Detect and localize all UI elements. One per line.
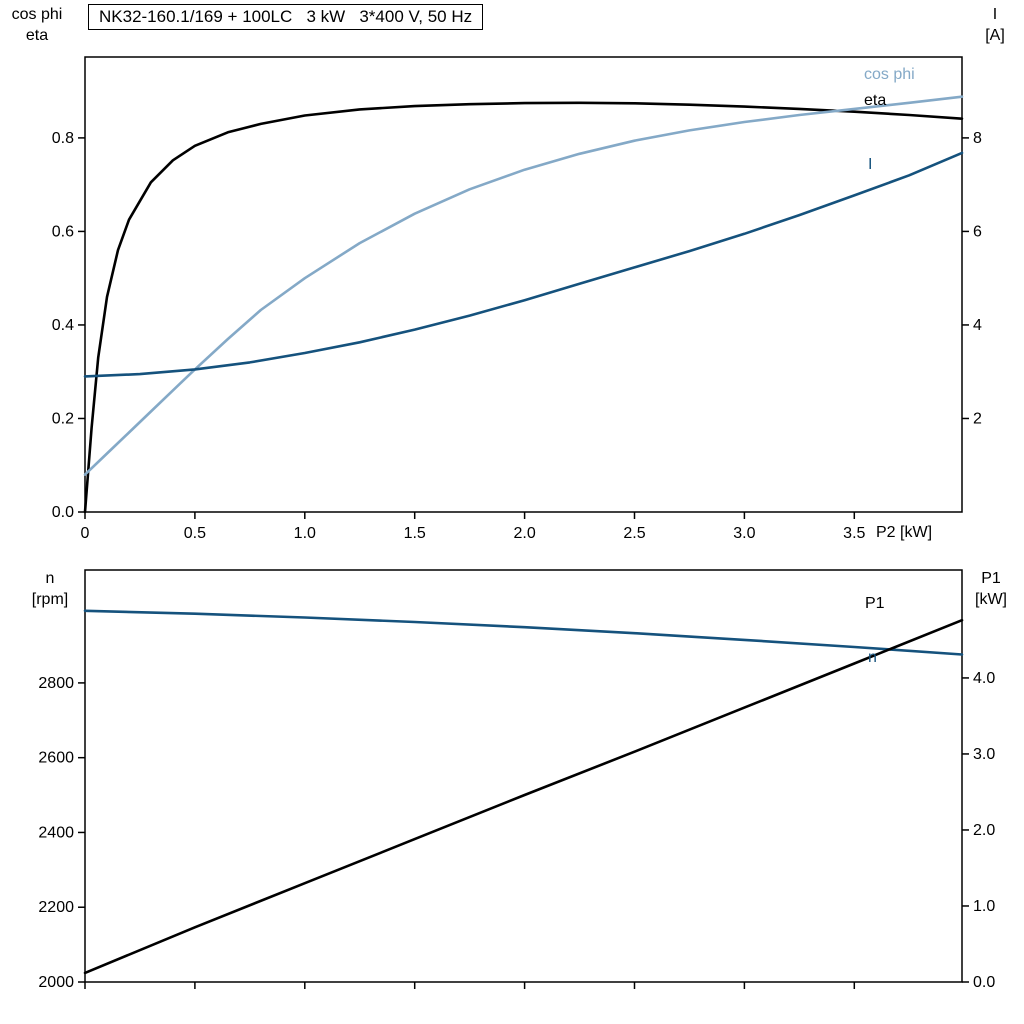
x-tick-label: 2.5 (623, 525, 645, 542)
top-left-axis-header: cos phi eta (4, 4, 70, 46)
series-eta (83, 101, 964, 514)
axis-label-cosphi: cos phi (11, 6, 63, 23)
bottom-right-axis-header: P1 [kW] (962, 568, 1020, 610)
axis-label-current: I (992, 6, 998, 23)
x-tick-label: 0.5 (184, 525, 206, 542)
bottom-left-axis-header: n [rpm] (16, 568, 84, 610)
curve-label-eta: eta (864, 92, 887, 109)
x-tick-label: 0 (81, 525, 90, 542)
y-left-tick-label: 2000 (38, 974, 74, 991)
x-tick-label: 3.0 (733, 525, 755, 542)
y-left-tick-label: 0.4 (52, 317, 74, 334)
y-left-tick-label: 2200 (38, 899, 74, 916)
y-left-tick-label: 2600 (38, 750, 74, 767)
axis-label-kw-unit: [kW] (975, 591, 1007, 608)
series-P1 (83, 618, 964, 975)
curve-label-p1: P1 (865, 595, 885, 612)
title-box: NK32-160.1/169 + 100LC 3 kW 3*400 V, 50 … (88, 4, 484, 30)
top-right-axis-header: I [A] (970, 4, 1020, 46)
axis-label-p1: P1 (981, 570, 1001, 587)
y-right-tick-label: 1.0 (973, 898, 995, 915)
series-I (83, 151, 964, 378)
plot-frame (84, 56, 963, 513)
x-tick-label: 2.0 (513, 525, 535, 542)
curve-label-speed: n (868, 649, 877, 666)
plot-frame (84, 569, 963, 983)
y-right-tick-label: 2 (973, 410, 982, 427)
x-tick-label: 3.5 (843, 525, 865, 542)
y-right-tick-label: 2.0 (973, 822, 995, 839)
x-axis-label: P2 [kW] (876, 524, 933, 541)
y-right-tick-label: 3.0 (973, 746, 995, 763)
series-n (83, 609, 964, 656)
x-tick-label: 1.0 (294, 525, 316, 542)
y-left-tick-label: 0.8 (52, 130, 74, 147)
curve-label-current: I (868, 156, 873, 173)
y-right-tick-label: 6 (973, 223, 982, 240)
y-left-tick-label: 2400 (38, 824, 74, 841)
series-cos-phi (83, 95, 964, 476)
y-left-tick-label: 0.0 (52, 504, 74, 521)
y-left-tick-label: 0.6 (52, 223, 74, 240)
x-tick-label: 1.5 (404, 525, 426, 542)
y-right-tick-label: 8 (973, 130, 982, 147)
y-left-tick-label: 0.2 (52, 410, 74, 427)
curve-label-cosphi: cos phi (864, 66, 915, 83)
axis-label-ampere-unit: [A] (985, 27, 1005, 44)
axis-label-speed: n (45, 570, 55, 587)
y-left-tick-label: 2800 (38, 675, 74, 692)
y-right-tick-label: 4 (973, 317, 982, 334)
y-right-tick-label: 0.0 (973, 974, 995, 991)
y-right-tick-label: 4.0 (973, 670, 995, 687)
axis-label-eta: eta (25, 27, 49, 44)
axis-label-rpm-unit: [rpm] (31, 591, 69, 608)
